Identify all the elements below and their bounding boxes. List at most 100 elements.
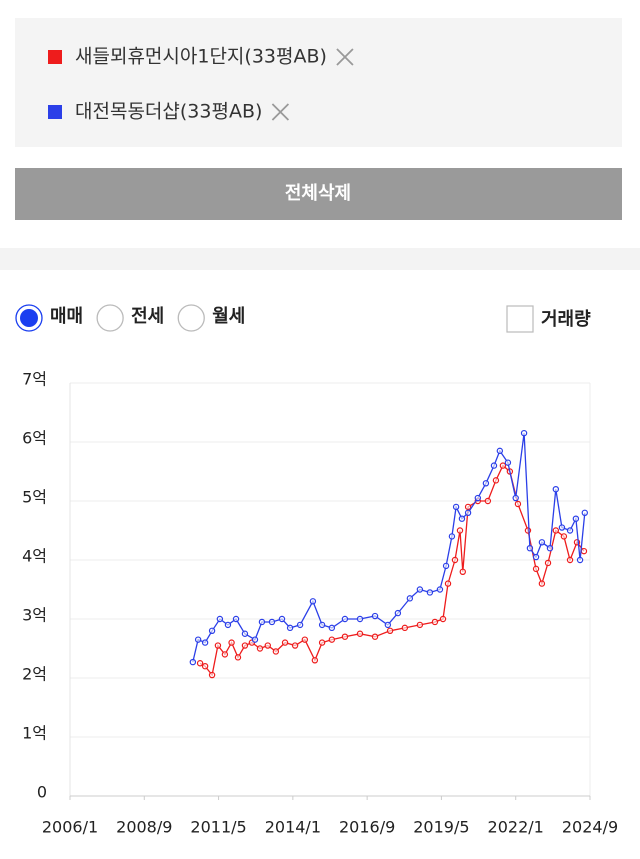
- legend-label: 새들뫼휴먼시아1단지(33평AB): [75, 46, 327, 68]
- point: [286, 624, 294, 632]
- point: [406, 595, 414, 602]
- point: [572, 515, 580, 522]
- point: [309, 598, 317, 605]
- point: [196, 660, 204, 667]
- point: [442, 562, 450, 570]
- remove-icon[interactable]: [271, 103, 290, 121]
- x-tick-label: 2024/9: [562, 818, 618, 837]
- button-label: 전체삭제: [285, 183, 351, 204]
- point: [356, 615, 364, 623]
- point: [496, 447, 504, 455]
- point: [451, 556, 459, 564]
- volume-checkbox[interactable]: 거래량: [506, 305, 591, 333]
- radio-label: 매매: [50, 306, 83, 327]
- radio: [177, 304, 205, 332]
- delete-all-button[interactable]: 전체삭제: [15, 168, 622, 220]
- radio-option[interactable]: 월세: [177, 304, 245, 332]
- point: [436, 586, 444, 593]
- point: [241, 642, 249, 649]
- point: [234, 654, 242, 661]
- radio-label: 전세: [131, 306, 164, 327]
- point: [291, 642, 299, 649]
- remove-icon[interactable]: [336, 48, 354, 66]
- point: [581, 509, 588, 516]
- point: [268, 618, 276, 626]
- point: [499, 462, 507, 469]
- point: [371, 612, 379, 620]
- point: [189, 658, 197, 666]
- point: [524, 527, 532, 534]
- checkbox: [506, 305, 534, 333]
- point: [318, 621, 326, 629]
- point: [241, 630, 249, 637]
- separator: [0, 248, 640, 270]
- point: [492, 477, 500, 484]
- point: [371, 633, 379, 640]
- point: [258, 618, 266, 626]
- legend-label: 대전목동더샵(33평AB): [75, 101, 262, 123]
- point: [544, 559, 552, 567]
- point: [484, 497, 492, 505]
- point: [318, 639, 326, 646]
- point: [328, 624, 336, 632]
- point: [232, 615, 240, 623]
- remove-x: [271, 103, 290, 121]
- point: [256, 645, 264, 652]
- point: [532, 565, 540, 573]
- x-tick-label: 2006/1: [42, 818, 98, 837]
- point: [416, 586, 424, 593]
- point: [546, 545, 554, 552]
- radio-option[interactable]: 전세: [96, 304, 164, 332]
- point: [580, 547, 588, 555]
- legend-swatch: [48, 50, 62, 64]
- point: [444, 580, 452, 587]
- point: [514, 500, 522, 508]
- point: [426, 589, 434, 596]
- point: [301, 636, 309, 643]
- point: [576, 556, 584, 564]
- legend-swatch: [48, 105, 62, 119]
- point: [264, 642, 271, 649]
- point: [459, 568, 466, 576]
- point: [560, 533, 568, 540]
- point: [456, 527, 464, 534]
- y-tick-label: 0: [37, 783, 47, 802]
- y-tick-label: 5억: [22, 488, 47, 507]
- point: [251, 636, 259, 643]
- radio-label: 월세: [212, 306, 245, 327]
- point: [448, 533, 456, 540]
- point: [439, 615, 447, 623]
- point: [401, 624, 409, 632]
- x-tick-label: 2016/9: [339, 818, 395, 837]
- radio-option[interactable]: 매매: [15, 304, 83, 332]
- point: [512, 494, 519, 502]
- point: [278, 615, 286, 623]
- point: [526, 545, 534, 552]
- y-tick-label: 3억: [22, 606, 47, 625]
- x-tick-label: 2019/5: [413, 818, 469, 837]
- point: [464, 503, 472, 511]
- point: [296, 621, 304, 629]
- series-line: [199, 464, 585, 677]
- x-tick-label: 2014/1: [265, 818, 321, 837]
- point: [416, 621, 424, 629]
- point: [201, 663, 209, 670]
- x-tick-label: 2008/9: [116, 818, 172, 837]
- point: [394, 609, 402, 617]
- point: [504, 459, 512, 466]
- point: [272, 648, 280, 655]
- point: [474, 494, 482, 502]
- point: [356, 630, 364, 637]
- point: [208, 671, 216, 679]
- point: [452, 503, 460, 511]
- point: [341, 615, 349, 623]
- y-tick-label: 2억: [22, 665, 47, 684]
- point: [208, 627, 216, 635]
- point: [566, 527, 574, 534]
- point: [552, 527, 560, 534]
- y-tick-label: 1억: [22, 724, 47, 743]
- remove-x: [336, 48, 354, 66]
- point: [458, 515, 466, 522]
- x-tick-label: 2022/1: [488, 818, 544, 837]
